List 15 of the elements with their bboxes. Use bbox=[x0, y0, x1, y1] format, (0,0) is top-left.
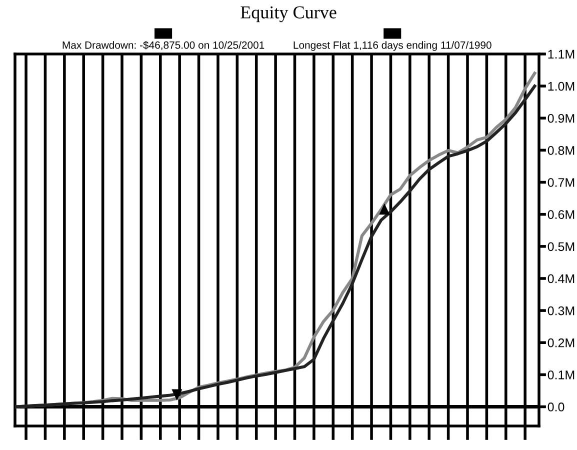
y-tick-label: 0.8M bbox=[548, 146, 574, 155]
y-tick-label: 0.2M bbox=[548, 338, 574, 348]
y-tick-label: 0.1M bbox=[548, 370, 574, 380]
y-tick-label: 1.1M bbox=[548, 50, 574, 59]
y-tick-label: 0.6M bbox=[548, 210, 574, 219]
text: Longest Flat 1,116 days ending 11/07/1990 bbox=[294, 41, 492, 51]
y-tick-label: 0.7M bbox=[548, 178, 574, 187]
y-tick-label: 0.4M bbox=[548, 274, 574, 284]
text: Max Drawdown: -$46,875.00 on 10/25/2001 bbox=[62, 40, 264, 50]
chart-title: Equity Curve bbox=[240, 6, 336, 22]
y-tick-label: 0.3M bbox=[548, 306, 574, 316]
y-tick-label: 1.0M bbox=[548, 82, 574, 91]
y-tick-label: 0.0 bbox=[548, 402, 564, 412]
y-tick-label: 0.9M bbox=[548, 114, 574, 123]
y-tick-label: 0.5M bbox=[548, 242, 574, 252]
